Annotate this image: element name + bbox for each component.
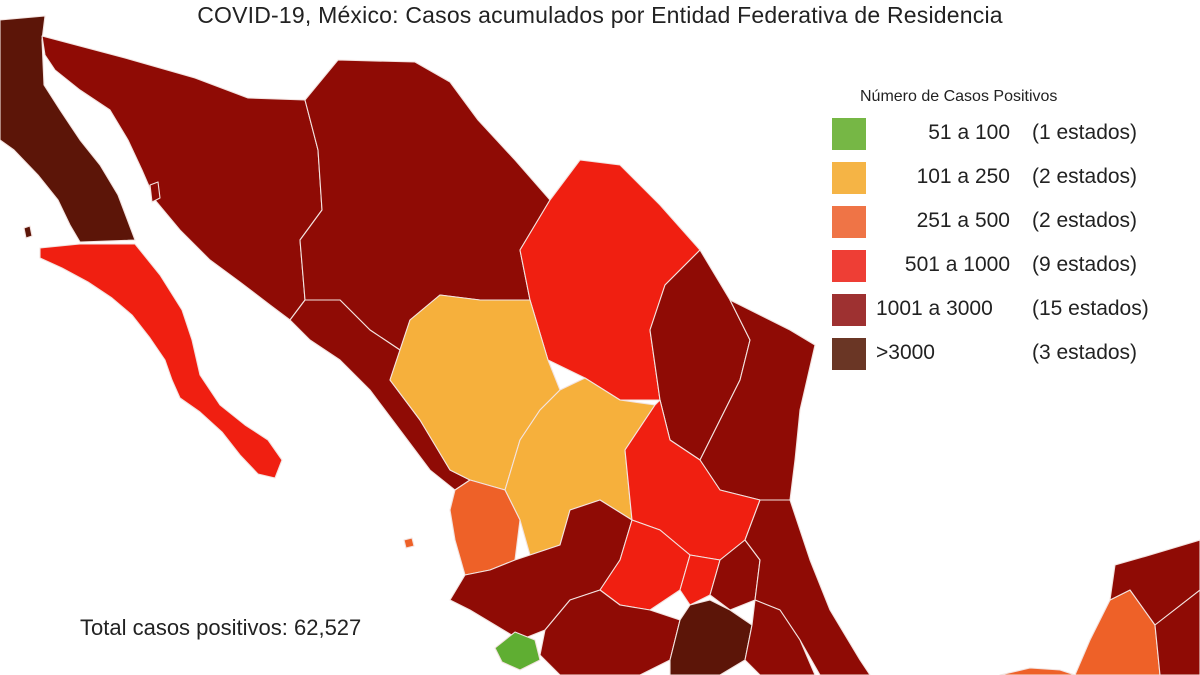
legend-count-label: (2 estados) xyxy=(1032,209,1138,232)
legend-item: 101 a 250 (2 estados) xyxy=(832,162,1182,206)
legend-count-label: (1 estados) xyxy=(1032,121,1138,144)
legend-range-label: 251 a 500 xyxy=(916,209,1010,232)
state-colima xyxy=(494,631,541,671)
legend-item: 501 a 1000 (9 estados) xyxy=(832,250,1182,294)
state-quintana-roo xyxy=(1154,589,1200,675)
legend-item: 51 a 100 (1 estados) xyxy=(832,118,1182,162)
legend-count-label: (2 estados) xyxy=(1032,165,1138,188)
map-title: COVID-19, México: Casos acumulados por E… xyxy=(197,2,1003,28)
island-small-1 xyxy=(149,181,161,203)
state-cdmx-edomex xyxy=(669,599,753,675)
state-baja-california-sur xyxy=(39,243,283,479)
state-veracruz xyxy=(744,499,871,675)
legend-swatch xyxy=(832,294,866,326)
island-small-2 xyxy=(403,537,415,549)
island-small-3 xyxy=(23,225,33,239)
legend-range-label: 51 a 100 xyxy=(928,121,1010,144)
legend-item: >3000 (3 estados) xyxy=(832,338,1182,382)
legend: Número de Casos Positivos 51 a 100 (1 est… xyxy=(832,88,1182,382)
state-queretaro xyxy=(679,554,721,606)
state-puebla xyxy=(744,599,816,675)
legend-item: 1001 a 3000 (15 estados) xyxy=(832,294,1182,338)
legend-item: 251 a 500 (2 estados) xyxy=(832,206,1182,250)
legend-range-label: 501 a 1000 xyxy=(904,253,1010,276)
legend-swatch xyxy=(832,338,866,370)
legend-range-label: >3000 xyxy=(876,341,935,364)
legend-swatch xyxy=(832,250,866,282)
state-yucatan xyxy=(1109,539,1200,626)
legend-count-label: (3 estados) xyxy=(1032,341,1138,364)
legend-range-label: 101 a 250 xyxy=(916,165,1010,188)
state-baja-california xyxy=(0,15,136,243)
legend-range-label: 1001 a 3000 xyxy=(876,297,993,320)
state-tabasco xyxy=(999,667,1076,675)
legend-swatch xyxy=(832,118,866,150)
legend-count-label: (9 estados) xyxy=(1032,253,1138,276)
legend-items: 51 a 100 (1 estados) 101 a 250 (2 estados) 2… xyxy=(832,118,1182,382)
state-sonora xyxy=(41,35,323,321)
legend-swatch xyxy=(832,162,866,194)
legend-swatch xyxy=(832,206,866,238)
total-positive-cases: Total casos positivos: 62,527 xyxy=(80,615,362,640)
legend-count-label: (15 estados) xyxy=(1032,297,1149,320)
legend-title: Número de Casos Positivos xyxy=(860,88,1058,105)
